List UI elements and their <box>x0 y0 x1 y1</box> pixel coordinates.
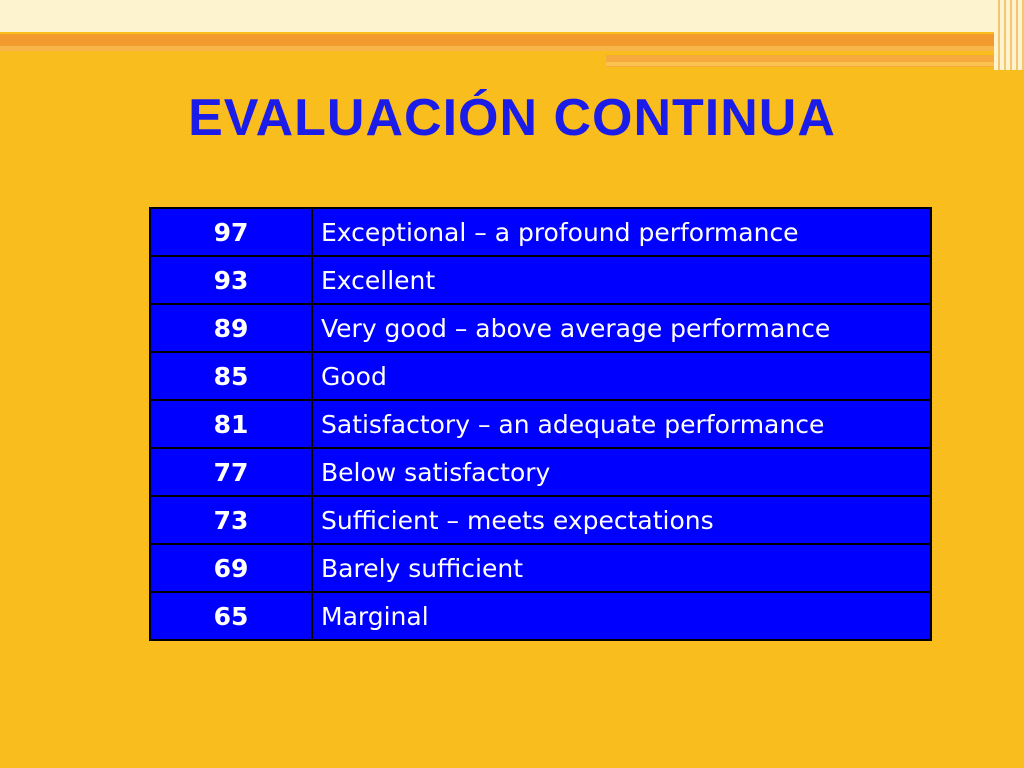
table-row: 69 Barely sufficient <box>149 543 932 593</box>
table-row: 89 Very good – above average performance <box>149 303 932 353</box>
description-cell: Sufficient – meets expectations <box>311 495 932 545</box>
header-stripe-thin <box>0 46 1000 51</box>
score-cell: 93 <box>149 255 313 305</box>
description-cell: Barely sufficient <box>311 543 932 593</box>
slide-title: EVALUACIÓN CONTINUA <box>188 89 836 147</box>
score-cell: 89 <box>149 303 313 353</box>
grade-table: 97 Exceptional – a profound performance 93… <box>149 207 932 641</box>
score-cell: 85 <box>149 351 313 401</box>
description-cell: Excellent <box>311 255 932 305</box>
table-row: 65 Marginal <box>149 591 932 641</box>
table-row: 97 Exceptional – a profound performance <box>149 207 932 257</box>
score-cell: 65 <box>149 591 313 641</box>
score-cell: 73 <box>149 495 313 545</box>
corner-decoration <box>994 0 1024 70</box>
score-cell: 77 <box>149 447 313 497</box>
header-band <box>0 0 1024 32</box>
score-cell: 69 <box>149 543 313 593</box>
description-cell: Exceptional – a profound performance <box>311 207 932 257</box>
table-row: 73 Sufficient – meets expectations <box>149 495 932 545</box>
score-cell: 81 <box>149 399 313 449</box>
header-accent-stripe-thin <box>606 62 1000 66</box>
table-row: 93 Excellent <box>149 255 932 305</box>
description-cell: Marginal <box>311 591 932 641</box>
description-cell: Below satisfactory <box>311 447 932 497</box>
table-row: 85 Good <box>149 351 932 401</box>
table-row: 81 Satisfactory – an adequate performance <box>149 399 932 449</box>
description-cell: Satisfactory – an adequate performance <box>311 399 932 449</box>
header-stripe <box>0 34 1000 46</box>
table-row: 77 Below satisfactory <box>149 447 932 497</box>
description-cell: Good <box>311 351 932 401</box>
score-cell: 97 <box>149 207 313 257</box>
description-cell: Very good – above average performance <box>311 303 932 353</box>
grade-table-body: 97 Exceptional – a profound performance 93… <box>149 207 932 641</box>
